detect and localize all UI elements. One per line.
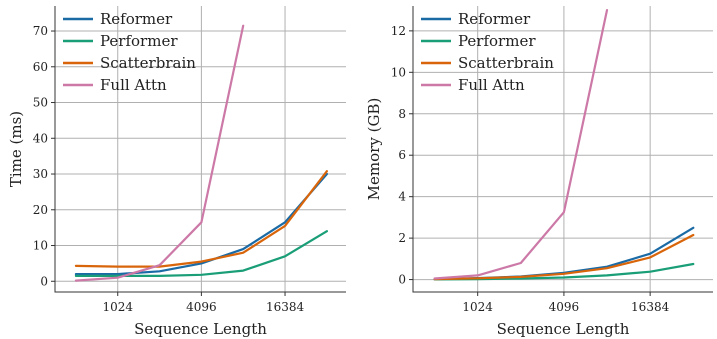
time-legend-label-performer: Performer (100, 32, 178, 50)
time-x-axis-label: Sequence Length (134, 320, 267, 338)
memory-legend-label-scatterbrain: Scatterbrain (458, 54, 554, 72)
time-legend-label-full-attn: Full Attn (100, 76, 167, 94)
memory-chart: 1024 4096 16384 0 2 4 6 8 10 12 Sequence Length Mem… (365, 6, 713, 338)
memory-x-tick-label: 16384 (631, 300, 670, 314)
memory-y-tick-label: 12 (391, 24, 406, 38)
memory-series-line-scatterbrain (433, 233, 695, 281)
time-legend-label-scatterbrain: Scatterbrain (100, 54, 196, 72)
time-y-tick-label: 20 (33, 203, 48, 217)
time-y-axis-label: Time (ms) (7, 111, 25, 187)
memory-y-axis-label: Memory (GB) (365, 98, 383, 201)
memory-y-tick-label: 6 (398, 148, 406, 162)
time-x-tick-label: 16384 (266, 300, 305, 314)
time-legend-label-reformer: Reformer (100, 10, 173, 28)
memory-legend-label-full-attn: Full Attn (458, 76, 525, 94)
memory-axis-spine (412, 6, 713, 293)
memory-x-tick-label: 4096 (549, 300, 580, 314)
memory-y-tick-label: 10 (391, 65, 406, 79)
time-y-tick-label: 70 (33, 24, 48, 38)
time-y-tick-label: 30 (33, 167, 48, 181)
memory-x-axis-label: Sequence Length (497, 320, 630, 338)
time-chart: 1024 4096 16384 0 10 20 30 40 50 60 70 Sequence Len… (7, 6, 346, 338)
memory-legend-label-reformer: Reformer (458, 10, 531, 28)
memory-y-tick-label: 2 (398, 231, 406, 245)
time-x-tick-label: 1024 (102, 300, 133, 314)
memory-y-tick-label: 0 (398, 273, 406, 287)
time-y-tick-label: 10 (33, 239, 48, 253)
time-x-tick-label: 4096 (186, 300, 217, 314)
time-series-line-full-attn (74, 24, 245, 282)
memory-y-tick-label: 4 (398, 190, 406, 204)
memory-legend-label-performer: Performer (458, 32, 536, 50)
memory-y-tick-label: 8 (398, 107, 406, 121)
time-y-tick-label: 60 (33, 60, 48, 74)
time-series-line-reformer (74, 172, 328, 276)
time-y-tick-label: 40 (33, 131, 48, 145)
time-y-tick-label: 0 (40, 274, 48, 288)
time-axis-spine (54, 6, 346, 293)
memory-series-line-full-attn (433, 9, 609, 280)
time-series-line-scatterbrain (74, 170, 328, 268)
time-series-line-performer (74, 230, 328, 277)
memory-x-tick-label: 1024 (462, 300, 493, 314)
time-y-tick-label: 50 (33, 96, 48, 110)
